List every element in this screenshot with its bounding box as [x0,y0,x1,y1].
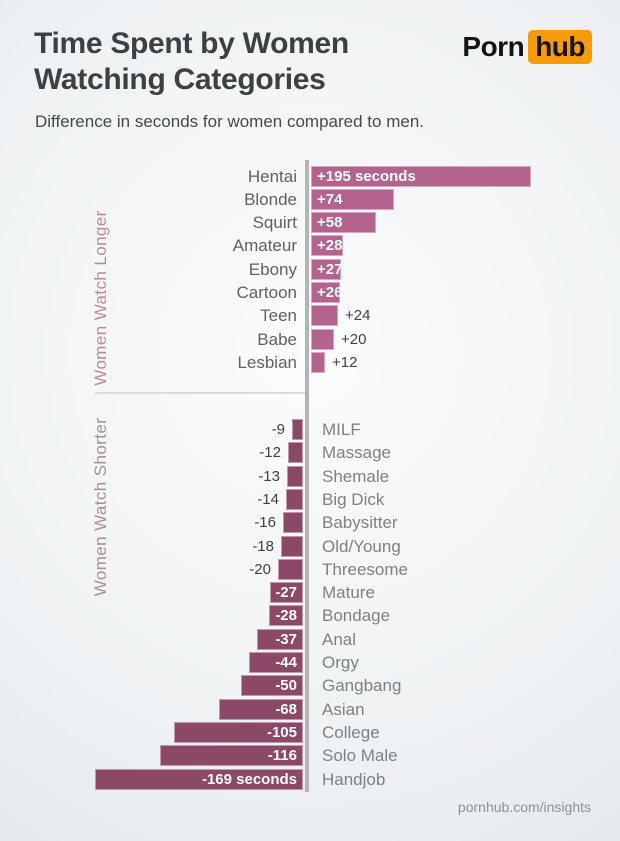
bar: -50 [241,675,303,697]
zero-axis-line [305,160,309,792]
section-divider-line [95,392,305,394]
bar: +195 seconds [311,165,531,187]
category-label: Ebony [248,259,297,279]
category-label: College [322,722,380,742]
category-label: Threesome [322,559,408,579]
value-label: +195 seconds [317,167,416,185]
logo-word-hub: hub [528,30,592,64]
value-label: -27 [275,584,297,602]
category-label: Big Dick [322,489,385,509]
value-label: -169 seconds [201,770,297,788]
bar [286,488,303,510]
value-label: +28 [317,237,343,255]
bar: -28 [269,605,303,627]
category-label: Old/Young [322,536,401,556]
value-label: -18 [252,537,274,555]
chart-subtitle: Difference in seconds for women compared… [35,112,424,131]
category-label: Asian [322,699,365,719]
value-label: -50 [275,677,297,695]
bar [283,512,303,534]
category-label: Blonde [244,189,297,209]
page-title-line1: Time Spent by Women [34,27,349,60]
bar: -116 [160,745,303,767]
category-label: Solo Male [322,746,398,766]
value-label: +26 [317,284,343,301]
value-label: -37 [275,630,297,648]
category-label: Bondage [322,606,391,626]
category-label: Orgy [322,653,359,672]
bar: -105 [174,721,303,743]
bar: +28 [311,235,343,257]
bar [311,351,325,373]
value-label: -116 [267,747,297,765]
bar: +26 [311,282,343,303]
pornhub-logo: Porn hub [462,30,592,64]
category-label: Squirt [252,213,297,233]
logo-word-porn: Porn [462,31,525,62]
value-label: +58 [317,214,343,232]
value-label: -105 [266,723,297,741]
value-label: -14 [257,490,279,508]
credit-url: pornhub.com/insights [457,799,591,815]
bar: -37 [257,628,303,650]
bar: -169 seconds [95,768,303,790]
bar: -68 [219,698,303,720]
bar: -44 [249,652,303,673]
page-title: Time Spent by Women Watching Categories [34,26,454,98]
category-label: Amateur [232,236,297,256]
bar: +58 [311,212,376,234]
value-label: +74 [317,190,343,208]
category-label: Cartoon [236,283,297,302]
value-label: +27 [317,260,343,278]
value-label: -68 [275,700,297,718]
category-label: Massage [322,443,391,463]
value-label: -44 [275,654,297,671]
value-label: -20 [249,560,271,578]
value-label: -13 [258,467,280,485]
category-label: Babysitter [322,513,398,533]
value-label: -9 [271,421,285,438]
bar: +74 [311,188,394,210]
bar [278,558,303,580]
page-title-line2: Watching Categories [34,63,326,96]
bar [281,535,303,557]
value-label: -12 [259,444,281,462]
bar [292,419,303,440]
category-label: Handjob [322,769,386,789]
category-label: Gangbang [322,676,402,696]
value-label: +20 [341,330,367,348]
category-label: Lesbian [237,352,297,372]
bar: -27 [270,582,303,604]
category-label: Babe [257,329,297,349]
bar [288,442,303,464]
category-label: MILF [322,420,361,439]
value-label: -28 [275,607,297,625]
value-label: +12 [332,353,358,371]
bar [287,465,303,487]
category-label: Hentai [247,166,297,186]
bar [311,305,338,327]
category-label: Shemale [322,466,390,486]
value-label: -16 [254,514,276,532]
category-label: Mature [322,583,375,603]
bar: +27 [311,258,343,280]
category-label: Teen [260,306,297,326]
category-label: Anal [322,629,357,649]
bar [311,328,334,350]
value-label: +24 [345,307,371,325]
